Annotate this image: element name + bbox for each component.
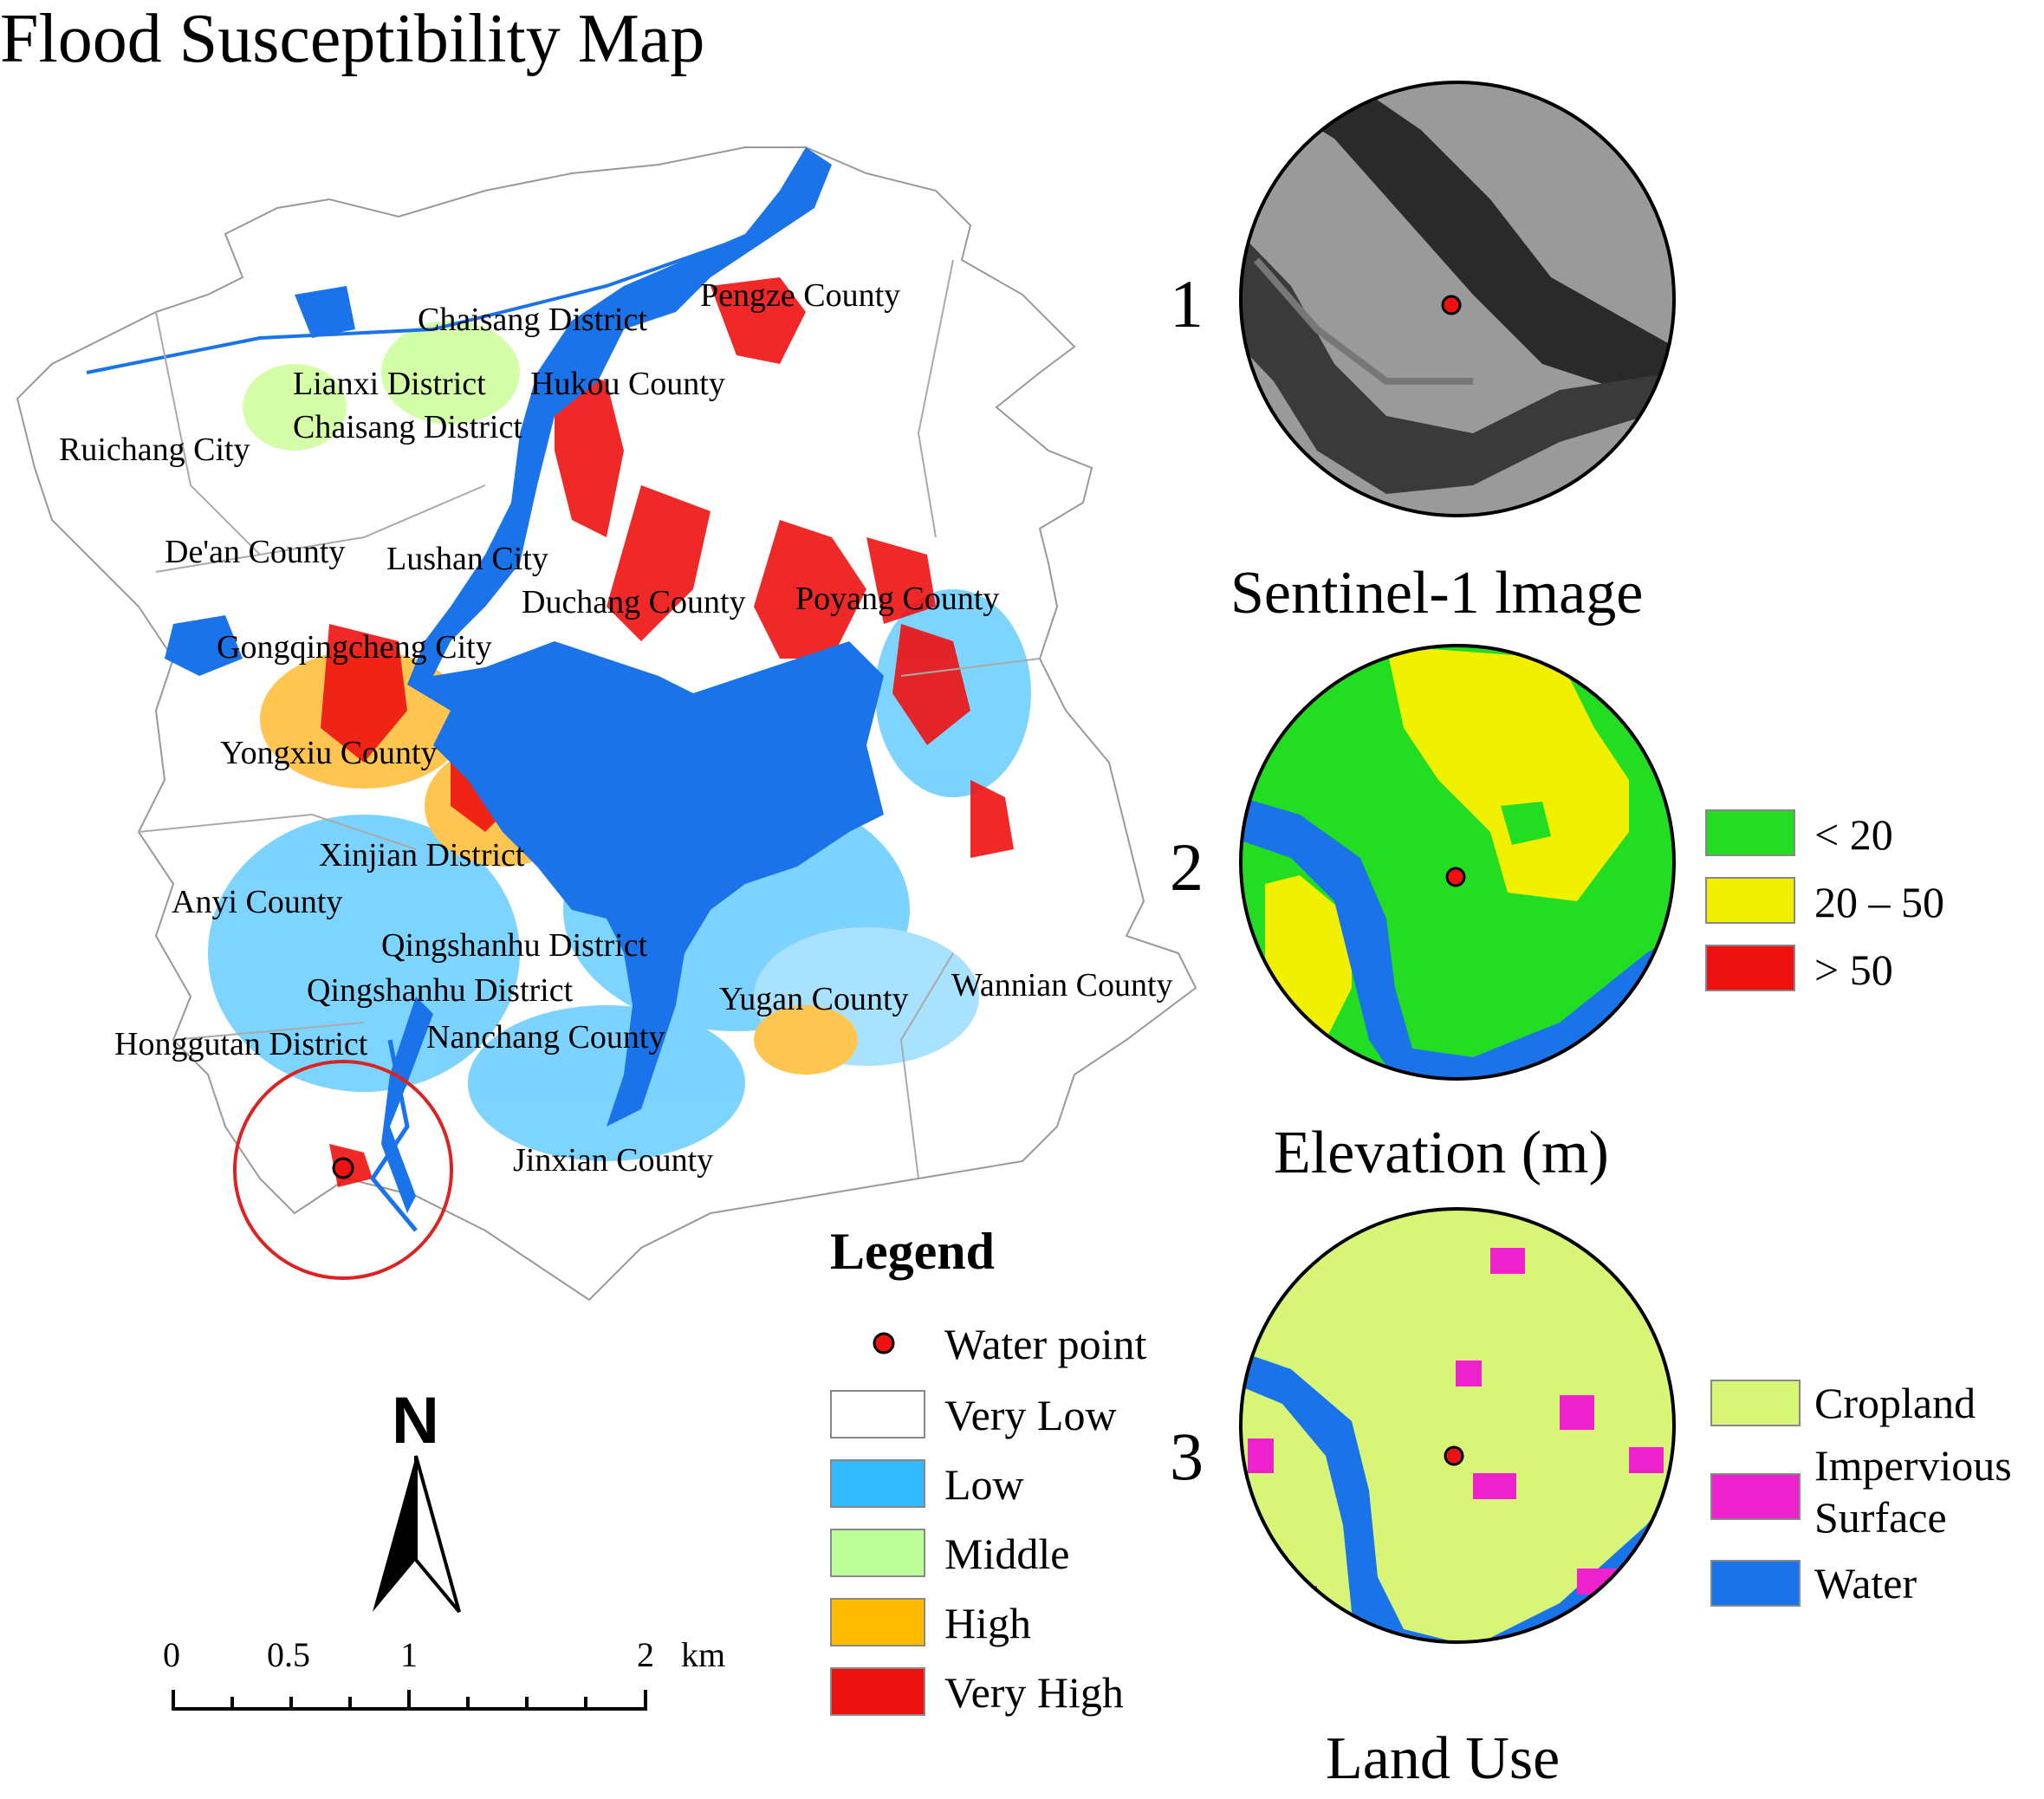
legend-water-point-symbol xyxy=(873,1332,895,1354)
place-label: Yongxiu County xyxy=(220,735,438,771)
place-label: Chaisang District xyxy=(293,409,522,445)
place-label: Qingshanhu District xyxy=(381,927,648,964)
landuse-swatch-impervious xyxy=(1710,1473,1801,1520)
legend-water-point-label: Water point xyxy=(944,1320,1147,1368)
legend-class-label: High xyxy=(944,1599,1031,1647)
place-label: Chaisang District xyxy=(418,302,647,338)
panel-caption: Land Use xyxy=(1326,1725,1561,1792)
legend-swatch-high xyxy=(830,1598,925,1646)
place-label: Nanchang County xyxy=(426,1019,665,1055)
sentinel-image xyxy=(1241,82,1674,516)
north-label: N xyxy=(392,1384,439,1458)
place-label: Poyang County xyxy=(795,581,1000,617)
landuse-legend-label: Water xyxy=(1814,1559,1917,1607)
legend-class-label: Middle xyxy=(944,1529,1070,1578)
place-label: Duchang County xyxy=(522,584,746,620)
legend-swatch-middle xyxy=(830,1529,925,1577)
panel-number: 1 xyxy=(1170,266,1204,341)
place-label: Gongqingcheng City xyxy=(217,629,492,666)
elevation-swatch-high xyxy=(1705,945,1795,991)
place-label: Ruichang City xyxy=(59,432,250,468)
scale-tick-label: 1 xyxy=(400,1635,418,1674)
landuse-legend-label: Cropland xyxy=(1814,1379,1976,1427)
place-label: Hukou County xyxy=(530,366,725,402)
panel1-water-point xyxy=(1441,295,1462,315)
elevation-swatch-mid xyxy=(1705,877,1795,924)
highlight-circle xyxy=(233,1060,453,1280)
scale-tick-label: 0 xyxy=(163,1635,180,1674)
landuse-swatch-water xyxy=(1710,1560,1801,1607)
place-label: Qingshanhu District xyxy=(307,972,574,1009)
elevation-swatch-low xyxy=(1705,809,1795,856)
legend-class-label: Very High xyxy=(944,1668,1124,1717)
district-boundaries xyxy=(138,259,1041,1179)
elevation-legend-label: < 20 xyxy=(1814,810,1893,859)
place-label: Honggutan District xyxy=(114,1026,368,1062)
scale-tick-label: 2 xyxy=(637,1635,654,1674)
map-title: Flood Susceptibility Map xyxy=(0,1,705,77)
scale-unit-label: km xyxy=(681,1635,726,1674)
legend-title: Legend xyxy=(830,1223,996,1280)
map-water-point xyxy=(332,1157,354,1179)
place-label: Lianxi District xyxy=(293,366,486,402)
legend-class-label: Low xyxy=(944,1460,1024,1509)
north-arrow-icon xyxy=(373,1455,461,1614)
panel-number: 2 xyxy=(1170,829,1204,905)
landuse-legend-label: Impervious xyxy=(1814,1441,2012,1490)
landuse-image xyxy=(1241,1209,1674,1642)
landuse-swatch-cropland xyxy=(1710,1380,1801,1426)
panel-caption: Elevation (m) xyxy=(1274,1120,1609,1186)
elevation-image xyxy=(1241,646,1674,1079)
legend-swatch-very-low xyxy=(830,1390,925,1439)
place-label: Yugan County xyxy=(719,981,909,1017)
place-label: Wannian County xyxy=(951,967,1173,1003)
panel-number: 3 xyxy=(1170,1419,1204,1494)
scale-bar xyxy=(172,1690,647,1711)
landuse-legend-label: Surface xyxy=(1814,1493,1947,1542)
scale-tick-label: 0.5 xyxy=(267,1635,310,1674)
legend-swatch-very-high xyxy=(830,1667,925,1716)
panel-caption: Sentinel-1 lmage xyxy=(1230,560,1644,627)
place-label: Jinxian County xyxy=(513,1142,714,1179)
river-line xyxy=(369,1039,418,1232)
legend-swatch-low xyxy=(830,1459,925,1508)
panel2-water-point xyxy=(1445,867,1466,887)
place-label: Anyi County xyxy=(172,884,343,920)
legend-class-label: Very Low xyxy=(944,1391,1117,1439)
place-label: Lushan City xyxy=(386,541,548,577)
place-label: De'an County xyxy=(165,534,346,570)
place-label: Pengze County xyxy=(700,277,901,314)
elevation-legend-label: 20 – 50 xyxy=(1814,878,1944,926)
panel3-water-point xyxy=(1444,1445,1464,1466)
water-body xyxy=(165,147,884,1213)
elevation-legend-label: > 50 xyxy=(1814,945,1893,994)
river-line xyxy=(86,172,825,374)
place-label: Xinjian District xyxy=(319,837,525,874)
